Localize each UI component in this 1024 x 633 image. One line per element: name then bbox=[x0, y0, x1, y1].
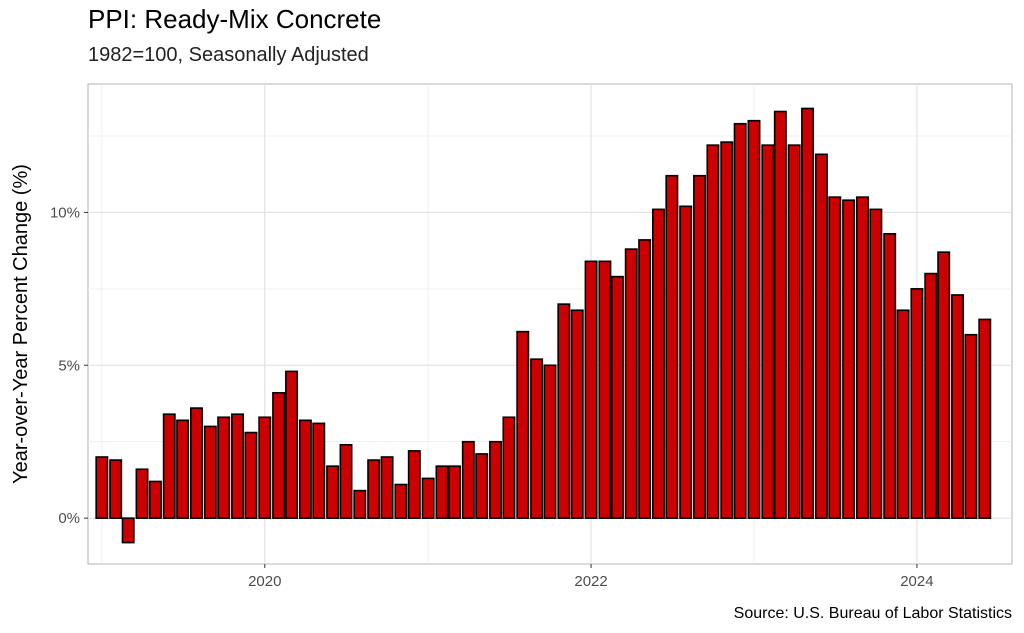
bar bbox=[747, 119, 761, 519]
bar bbox=[883, 233, 897, 519]
bar bbox=[285, 370, 299, 519]
bar bbox=[353, 489, 367, 519]
bar bbox=[95, 456, 109, 519]
bar bbox=[896, 309, 910, 519]
bar bbox=[176, 419, 190, 519]
bar bbox=[121, 517, 135, 544]
bar bbox=[543, 364, 557, 519]
bar bbox=[272, 391, 286, 519]
y-axis-label: Year-over-Year Percent Change (%) bbox=[10, 164, 32, 484]
bar bbox=[448, 465, 461, 519]
bar bbox=[461, 440, 475, 519]
bar bbox=[258, 416, 272, 519]
bar bbox=[624, 248, 638, 519]
bar bbox=[610, 275, 624, 519]
bar bbox=[828, 196, 842, 519]
y-tick-label: 10% bbox=[50, 204, 80, 221]
bar bbox=[244, 431, 258, 519]
bar bbox=[910, 288, 924, 519]
bar bbox=[964, 333, 978, 519]
bar bbox=[298, 419, 312, 519]
x-tick-label: 2022 bbox=[574, 573, 607, 590]
bar bbox=[435, 465, 449, 519]
bar bbox=[679, 205, 693, 519]
bar bbox=[475, 453, 489, 519]
bar bbox=[638, 239, 652, 519]
bar bbox=[584, 260, 598, 519]
bar bbox=[869, 208, 883, 519]
y-tick-label: 0% bbox=[58, 510, 80, 527]
bar bbox=[516, 330, 530, 519]
bar bbox=[203, 425, 217, 519]
bar bbox=[773, 110, 787, 519]
bar bbox=[978, 318, 992, 519]
bar bbox=[312, 422, 326, 519]
bar bbox=[189, 407, 203, 519]
bar bbox=[693, 174, 707, 519]
bar bbox=[924, 272, 938, 519]
bar bbox=[665, 174, 679, 519]
y-tick-label: 5% bbox=[58, 357, 80, 374]
bar bbox=[367, 459, 381, 519]
bars bbox=[95, 107, 992, 544]
bar bbox=[489, 440, 503, 519]
bar bbox=[394, 483, 408, 519]
bar bbox=[761, 144, 775, 519]
bar bbox=[787, 144, 801, 519]
bar bbox=[801, 107, 815, 519]
bar bbox=[937, 251, 951, 519]
bar bbox=[557, 303, 571, 519]
bar bbox=[951, 294, 965, 519]
x-tick-label: 2024 bbox=[900, 573, 933, 590]
bar bbox=[842, 199, 856, 519]
axis-ticks: 0% 5% 10% 2020 2022 2024 bbox=[50, 204, 934, 590]
bar bbox=[530, 358, 544, 519]
chart-title: PPI: Ready-Mix Concrete bbox=[88, 4, 382, 34]
bar bbox=[109, 459, 123, 519]
bar bbox=[326, 465, 340, 519]
bar bbox=[162, 413, 176, 519]
bar bbox=[231, 413, 245, 519]
bar bbox=[421, 477, 435, 519]
bar bbox=[855, 196, 869, 519]
bar bbox=[217, 416, 231, 519]
bar bbox=[148, 480, 162, 519]
bar bbox=[733, 122, 747, 519]
bar bbox=[502, 416, 516, 519]
bar bbox=[339, 443, 353, 519]
bar bbox=[598, 260, 612, 519]
bar bbox=[651, 208, 665, 519]
bar bbox=[814, 153, 828, 519]
x-tick-label: 2020 bbox=[248, 573, 281, 590]
bar bbox=[380, 456, 394, 519]
bar bbox=[720, 141, 734, 519]
source-caption: Source: U.S. Bureau of Labor Statistics bbox=[733, 605, 1012, 622]
chart-subtitle: 1982=100, Seasonally Adjusted bbox=[88, 44, 369, 66]
bar bbox=[135, 468, 149, 519]
bar bbox=[706, 144, 720, 519]
bar bbox=[407, 450, 421, 519]
bar bbox=[570, 309, 584, 519]
